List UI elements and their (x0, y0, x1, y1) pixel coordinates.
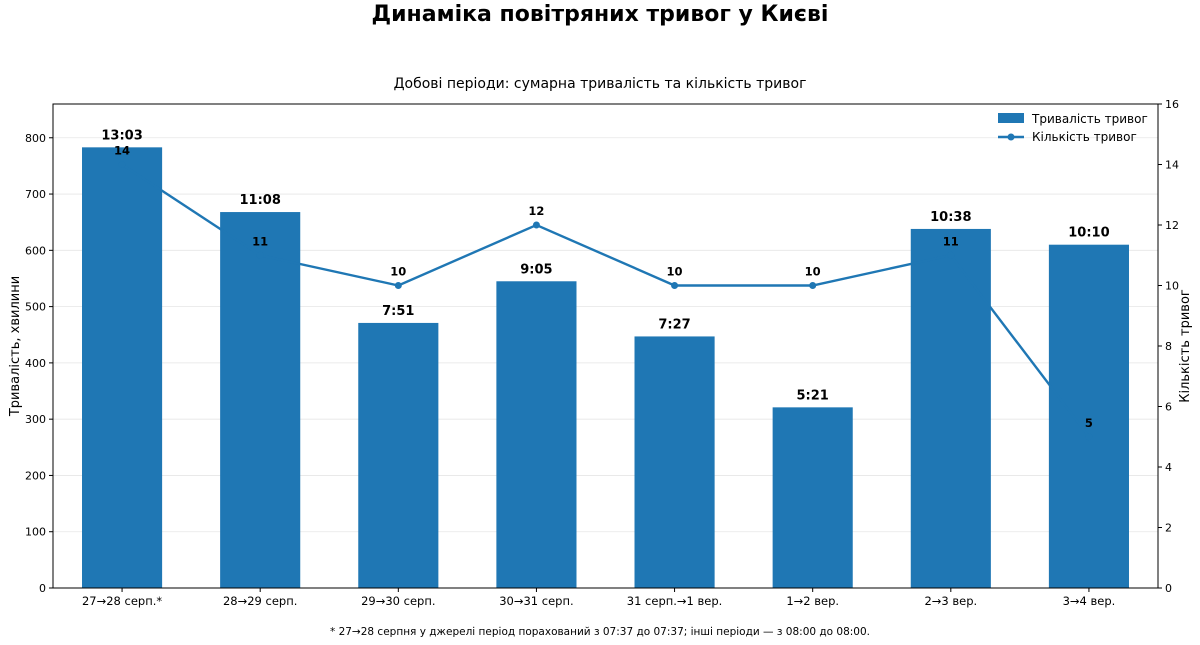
count-point (1085, 433, 1093, 441)
count-point (532, 221, 540, 229)
line-layer (118, 161, 1093, 441)
y-axis-label: Тривалість, хвилини (8, 276, 23, 417)
y-tick-label: 100 (25, 526, 46, 539)
x-tick-label: 27→28 серп.* (82, 594, 162, 608)
legend: Тривалість тривог Кількість тривог (998, 112, 1148, 144)
count-value-label: 10 (805, 265, 821, 279)
x-tick-label: 31 серп.→1 вер. (627, 594, 723, 608)
bar-value-label: 10:38 (930, 210, 971, 225)
x-tick-label: 2→3 вер. (924, 594, 977, 608)
plot-frame (52, 103, 1159, 589)
legend-line-label: Кількість тривог (1032, 130, 1137, 144)
data-labels-layer: 13:03 11:08 7:51 9:05 7:27 5:21 10:38 10:10 14 11… (101, 128, 1109, 429)
bar (910, 228, 991, 589)
bar-value-label: 7:27 (658, 317, 690, 332)
y-tick-label: 200 (25, 469, 46, 482)
chart-subtitle: Добові періоди: сумарна тривалість та кі… (393, 76, 807, 92)
y2-tick-label: 0 (1165, 582, 1172, 595)
count-value-label: 11 (943, 234, 959, 248)
bar-value-label: 11:08 (239, 193, 280, 208)
bar (772, 407, 853, 588)
count-line (121, 163, 1090, 438)
y-tick-label: 0 (39, 582, 46, 595)
y2-tick-label: 12 (1165, 219, 1179, 232)
bar-value-label: 13:03 (101, 128, 142, 143)
bar (82, 147, 163, 588)
bar-value-label: 7:51 (382, 304, 414, 319)
y-tick-label: 500 (25, 301, 46, 314)
legend-bar-label: Тривалість тривог (1031, 112, 1148, 126)
bar (1048, 244, 1129, 588)
y-tick-label: 400 (25, 357, 46, 370)
count-point (947, 251, 955, 259)
count-point (118, 161, 126, 168)
y2-tick-label: 14 (1165, 159, 1179, 172)
bar (220, 212, 301, 588)
y2-tick-label: 4 (1165, 461, 1172, 474)
x-tick-label: 30→31 серп. (499, 594, 573, 608)
count-point (671, 282, 679, 289)
count-point (394, 282, 402, 289)
y-tick-label: 600 (25, 244, 46, 257)
count-value-label: 10 (390, 265, 406, 279)
bar-value-label: 5:21 (797, 388, 829, 403)
y2-tick-label: 8 (1165, 340, 1172, 353)
y2-axis-label: Кількість тривог (1178, 289, 1193, 403)
x-tick-label: 29→30 серп. (361, 594, 435, 608)
count-value-label: 5 (1085, 416, 1093, 430)
bar-value-label: 10:10 (1068, 226, 1109, 241)
y2-tick-label: 2 (1165, 522, 1172, 535)
count-value-label: 10 (667, 265, 683, 279)
bars-layer (82, 147, 1129, 589)
y2-tick-label: 16 (1165, 98, 1179, 111)
bar (496, 281, 577, 588)
grid-layer (53, 137, 1158, 533)
y-tick-label: 300 (25, 413, 46, 426)
axes-layer: 0 100 200 300 400 500 600 700 800 0 2 4 6 8 10 12 14 16 27… (25, 98, 1179, 608)
count-point (809, 282, 817, 289)
footnote: * 27→28 серпня у джерелі період порахова… (329, 626, 871, 638)
y2-tick-label: 6 (1165, 401, 1172, 414)
y2-tick-label: 10 (1165, 280, 1179, 293)
y-tick-label: 700 (25, 188, 46, 201)
count-value-label: 14 (114, 144, 130, 158)
x-tick-label: 1→2 вер. (786, 594, 839, 608)
bar-value-label: 9:05 (520, 262, 552, 277)
chart-title: Динаміка повітряних тривог у Києві (371, 2, 829, 27)
legend-line-marker (1007, 133, 1015, 141)
bar (634, 336, 715, 588)
bar (358, 322, 439, 588)
count-point (256, 251, 264, 259)
count-value-label: 12 (528, 204, 544, 218)
legend-bar-swatch (998, 113, 1024, 123)
y-tick-label: 800 (25, 132, 46, 145)
x-tick-label: 3→4 вер. (1063, 594, 1116, 608)
count-value-label: 11 (252, 234, 268, 248)
x-tick-label: 28→29 серп. (223, 594, 297, 608)
